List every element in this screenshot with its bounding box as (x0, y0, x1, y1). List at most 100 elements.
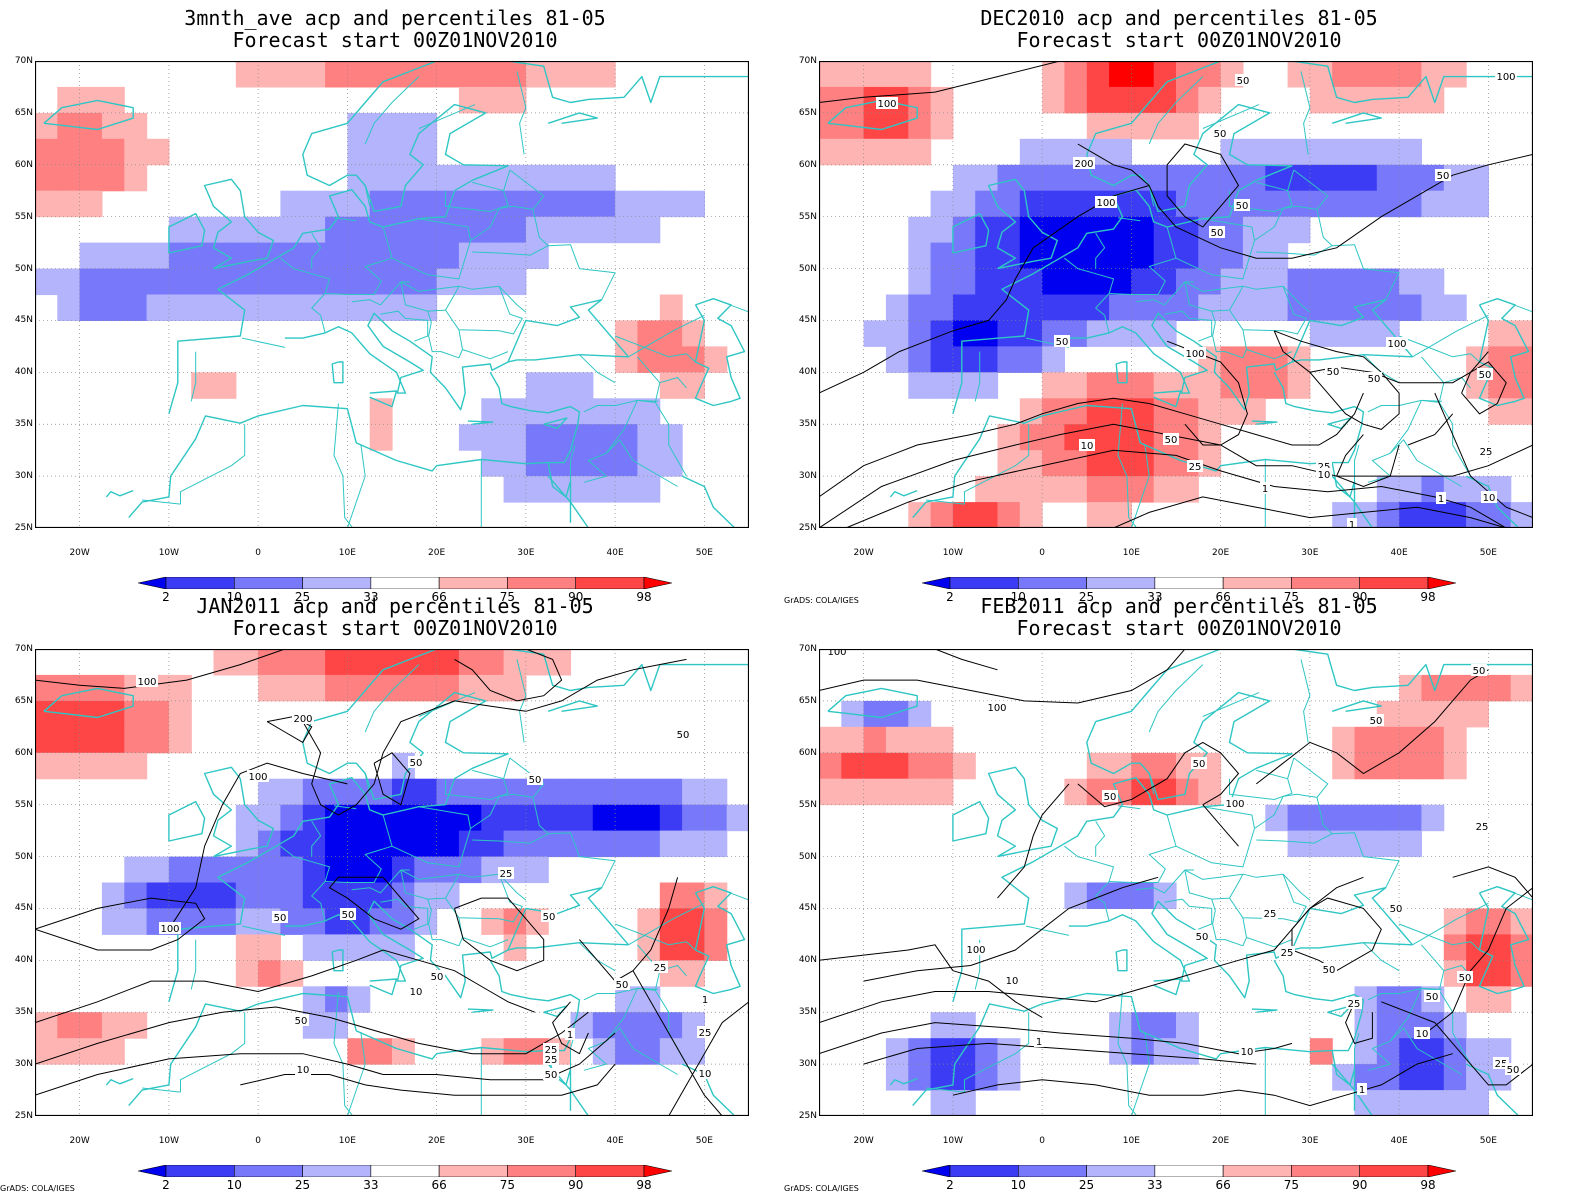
country-border (333, 403, 354, 528)
coastline (1291, 61, 1533, 104)
percentile-cell (1042, 268, 1065, 296)
country-border (964, 424, 1030, 505)
lon-tick-label: 20E (1212, 1136, 1230, 1146)
percentile-cell (819, 138, 842, 166)
percentile-cell (414, 294, 438, 321)
percentile-cell (1309, 86, 1333, 114)
coastline (168, 649, 509, 1002)
percentile-cell (1399, 986, 1422, 1013)
percentile-cell (659, 424, 683, 451)
percentile-cell (302, 294, 326, 321)
coastline (507, 649, 749, 692)
colorbar-label: 33 (1147, 590, 1163, 604)
percentile-cell (1265, 372, 1289, 399)
percentile-cell (997, 320, 1021, 347)
contour-label: 10 (1006, 976, 1019, 987)
percentile-cell (930, 1090, 954, 1116)
percentile-cell (1131, 216, 1155, 244)
percentile-cell (1176, 476, 1199, 503)
percentile-cell (637, 934, 661, 961)
coastline (694, 298, 746, 407)
percentile-cell (908, 268, 932, 296)
panel-subtitle: Forecast start 00Z01NOV2010 (1016, 616, 1342, 640)
percentile-cell (1042, 242, 1065, 270)
percentile-cell (930, 1064, 954, 1091)
country-border (498, 873, 527, 901)
contour-line (668, 1001, 749, 1116)
percentile-cell (79, 164, 103, 192)
percentile-cell (436, 674, 460, 702)
percentile-cell (819, 726, 842, 754)
percentile-cell (952, 752, 976, 780)
percentile-cell (302, 649, 326, 676)
coastline (952, 212, 990, 254)
colorbar-segment (1359, 1164, 1429, 1178)
percentile-cell (1376, 1012, 1400, 1039)
country-border (427, 898, 463, 947)
contour-label-bg (1184, 347, 1206, 359)
country-border (1130, 443, 1150, 528)
lat-tick-label: 60N (798, 159, 817, 170)
percentile-cell (503, 778, 527, 806)
percentile-cell (885, 752, 909, 780)
country-border (503, 757, 511, 779)
percentile-cell (1332, 190, 1356, 218)
contour-label-bg (1102, 790, 1118, 802)
coastline (1115, 361, 1128, 384)
percentile-cell (1309, 138, 1333, 166)
contour-label-bg (1234, 199, 1250, 211)
country-border (628, 902, 705, 946)
contour-label-bg (1004, 974, 1020, 986)
percentile-cell (1042, 398, 1065, 425)
percentile-cell (35, 752, 58, 780)
contour-label: 25 (1281, 948, 1294, 959)
coastline (1068, 900, 1413, 999)
contour-label-bg (965, 943, 987, 955)
percentile-cell (258, 294, 281, 321)
percentile-cell (124, 700, 148, 728)
contour-label-bg (159, 922, 181, 934)
percentile-cell (124, 268, 148, 296)
coastlines (827, 61, 1533, 528)
percentile-cell (35, 138, 58, 166)
contour-label: 50 (1214, 129, 1227, 140)
percentile-cell (124, 242, 148, 270)
percentile-cell (548, 830, 572, 858)
map-frame (35, 649, 749, 1116)
percentile-cell (819, 752, 842, 780)
percentile-cell (1265, 294, 1289, 321)
percentile-cell (997, 450, 1021, 477)
percentile-cell (191, 908, 215, 935)
percentile-cell (908, 346, 932, 373)
percentile-cell (1220, 242, 1244, 270)
percentile-cell (1443, 61, 1467, 88)
contour-line (302, 658, 687, 816)
percentile-cell (146, 882, 170, 909)
percentile-cell (1242, 398, 1266, 425)
contour-label: 50 (1236, 201, 1249, 212)
percentile-cell (347, 882, 371, 909)
percentile-cell (392, 778, 415, 806)
percentile-cell (481, 268, 505, 296)
lon-tick-label: 20E (1212, 548, 1230, 558)
contour-label-bg (876, 97, 898, 109)
contour-label: 50 (1196, 932, 1209, 943)
percentile-cell (1399, 830, 1422, 858)
contour-label-bg (136, 675, 158, 687)
percentile-cell (570, 164, 594, 192)
percentile-cell (369, 242, 393, 270)
contour-line (845, 449, 1507, 528)
percentile-cell (302, 934, 326, 961)
contour-label: 25 (1348, 999, 1361, 1010)
colorbar-segment (949, 1164, 1019, 1178)
percentile-cell (101, 726, 125, 754)
colorbar-label: 75 (1283, 1178, 1300, 1192)
percentile-cell (704, 934, 728, 961)
percentile-shading (819, 61, 1533, 528)
percentile-cell (1064, 882, 1088, 909)
contour-label: 10 (1241, 1047, 1254, 1058)
lat-tick-label: 40N (14, 955, 33, 966)
percentile-cell (124, 908, 148, 935)
percentile-cell (637, 804, 661, 832)
percentile-cell (682, 908, 705, 935)
